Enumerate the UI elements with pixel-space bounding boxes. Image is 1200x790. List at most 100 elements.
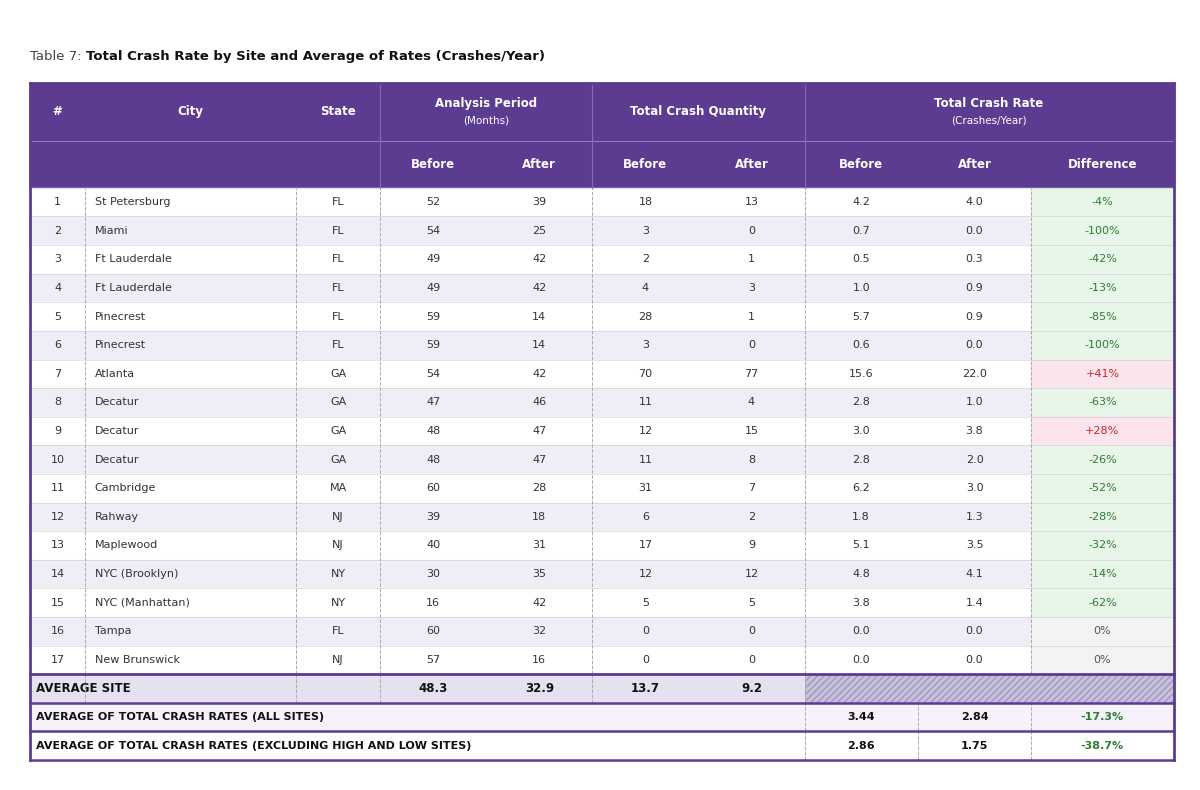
Text: 13.7: 13.7 [631, 682, 660, 695]
Text: Total Crash Quantity: Total Crash Quantity [630, 105, 767, 118]
Bar [30, 388, 1031, 417]
Text: 3.0: 3.0 [852, 426, 870, 436]
Text: 8: 8 [748, 454, 755, 465]
Bar [1031, 531, 1174, 560]
Text: 2.0: 2.0 [966, 454, 983, 465]
Text: Before: Before [839, 158, 883, 171]
Text: 0: 0 [642, 655, 649, 665]
Text: 1.3: 1.3 [966, 512, 983, 522]
Text: 7: 7 [54, 369, 61, 379]
Text: 48: 48 [426, 454, 440, 465]
Text: 59: 59 [426, 311, 440, 322]
Text: GA: GA [330, 397, 346, 408]
Text: -63%: -63% [1088, 397, 1117, 408]
Text: 1.0: 1.0 [852, 283, 870, 293]
Bar [804, 674, 1174, 703]
Text: FL: FL [331, 226, 344, 235]
Text: 9.2: 9.2 [740, 682, 762, 695]
Bar [30, 502, 1031, 531]
Bar [1031, 388, 1174, 417]
Text: -13%: -13% [1088, 283, 1117, 293]
Text: State: State [320, 105, 356, 118]
Text: 3: 3 [642, 340, 649, 350]
Text: NY: NY [330, 598, 346, 608]
Bar [1031, 331, 1174, 359]
Text: FL: FL [331, 311, 344, 322]
Text: Decatur: Decatur [95, 397, 139, 408]
Text: St Petersburg: St Petersburg [95, 198, 170, 207]
Bar [30, 645, 1031, 674]
Text: 6.2: 6.2 [852, 483, 870, 493]
Text: NJ: NJ [332, 540, 344, 551]
Text: 16: 16 [533, 655, 546, 665]
Bar [1031, 446, 1174, 474]
Text: 59: 59 [426, 340, 440, 350]
Text: +41%: +41% [1085, 369, 1120, 379]
Text: -28%: -28% [1088, 512, 1117, 522]
Text: MA: MA [330, 483, 347, 493]
Bar [30, 560, 1031, 589]
Text: Before: Before [623, 158, 667, 171]
Text: 5: 5 [54, 311, 61, 322]
Text: 4.0: 4.0 [966, 198, 983, 207]
Text: 14: 14 [533, 311, 546, 322]
Text: 5.1: 5.1 [852, 540, 870, 551]
Text: 47: 47 [532, 454, 546, 465]
Bar [30, 188, 1031, 216]
Text: 4: 4 [642, 283, 649, 293]
Text: Difference: Difference [1068, 158, 1138, 171]
Text: 0%: 0% [1093, 655, 1111, 665]
Text: FL: FL [331, 254, 344, 265]
Text: 39: 39 [533, 198, 546, 207]
Text: 0.5: 0.5 [852, 254, 870, 265]
Text: AVERAGE OF TOTAL CRASH RATES (ALL SITES): AVERAGE OF TOTAL CRASH RATES (ALL SITES) [36, 712, 324, 722]
Text: 57: 57 [426, 655, 440, 665]
Text: -14%: -14% [1088, 569, 1117, 579]
Text: (Months): (Months) [463, 115, 509, 126]
Text: 12: 12 [50, 512, 65, 522]
Text: Atlanta: Atlanta [95, 369, 134, 379]
Text: Before: Before [412, 158, 455, 171]
Text: AVERAGE OF TOTAL CRASH RATES (EXCLUDING HIGH AND LOW SITES): AVERAGE OF TOTAL CRASH RATES (EXCLUDING … [36, 741, 472, 750]
Bar [1031, 589, 1174, 617]
Bar [1031, 303, 1174, 331]
Text: 2.8: 2.8 [852, 397, 870, 408]
Text: 16: 16 [426, 598, 440, 608]
Text: 15.6: 15.6 [848, 369, 874, 379]
Text: Rahway: Rahway [95, 512, 139, 522]
Text: -32%: -32% [1088, 540, 1117, 551]
Text: 35: 35 [533, 569, 546, 579]
Bar [30, 303, 1031, 331]
Text: 32.9: 32.9 [524, 682, 554, 695]
Text: After: After [958, 158, 991, 171]
Text: 3.44: 3.44 [847, 712, 875, 722]
Text: New Brunswick: New Brunswick [95, 655, 180, 665]
Bar [1031, 273, 1174, 303]
Text: -4%: -4% [1092, 198, 1114, 207]
Text: Ft Lauderdale: Ft Lauderdale [95, 283, 172, 293]
Text: Decatur: Decatur [95, 426, 139, 436]
Text: Table 7:: Table 7: [30, 51, 86, 63]
Bar [1031, 245, 1174, 273]
Text: GA: GA [330, 454, 346, 465]
Text: 28: 28 [638, 311, 653, 322]
Text: 14: 14 [533, 340, 546, 350]
Text: 48.3: 48.3 [419, 682, 448, 695]
Text: 4: 4 [54, 283, 61, 293]
Bar [30, 273, 1031, 303]
Text: 2: 2 [54, 226, 61, 235]
Bar [1031, 216, 1174, 245]
Text: 7: 7 [748, 483, 755, 493]
Text: Cambridge: Cambridge [95, 483, 156, 493]
Text: 70: 70 [638, 369, 653, 379]
Text: 22.0: 22.0 [962, 369, 986, 379]
Text: 28: 28 [532, 483, 546, 493]
Text: 12: 12 [744, 569, 758, 579]
Text: -62%: -62% [1088, 598, 1117, 608]
Text: 4.1: 4.1 [966, 569, 983, 579]
Text: 47: 47 [532, 426, 546, 436]
Text: 3.8: 3.8 [852, 598, 870, 608]
Text: 0.9: 0.9 [966, 283, 983, 293]
Bar [1031, 560, 1174, 589]
Bar [1031, 645, 1174, 674]
